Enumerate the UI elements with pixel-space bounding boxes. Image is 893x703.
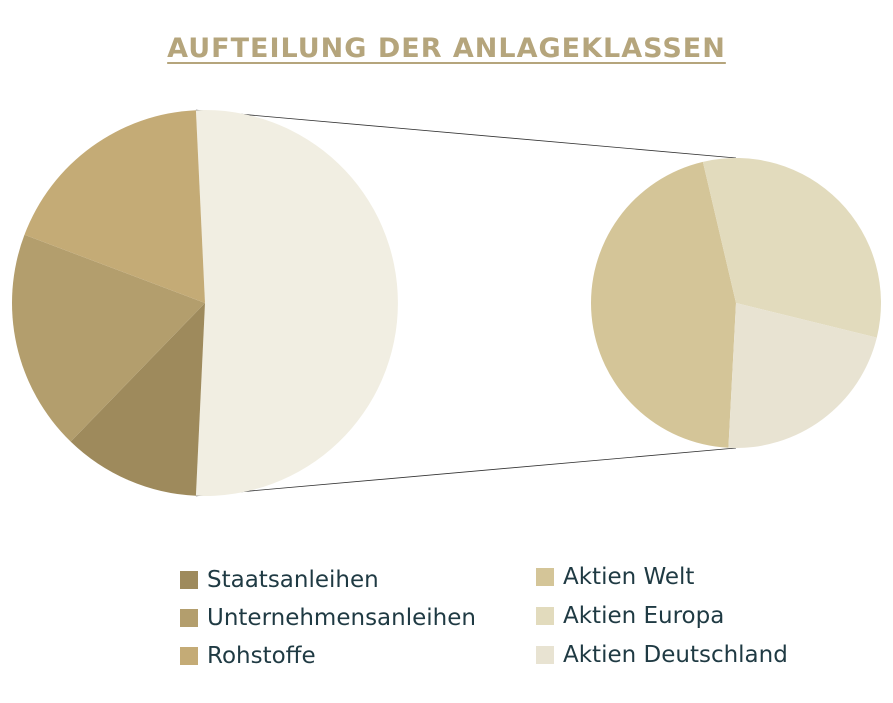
connector-line-bottom (195, 447, 737, 497)
pie-slice-aktien (195, 109, 398, 497)
pie-slice-aktien-deutschland (728, 303, 877, 448)
detail-pie (591, 158, 881, 448)
connector-lines (195, 109, 737, 497)
main-pie (12, 109, 398, 497)
pie-slice-aktien-europa (702, 158, 881, 338)
pie-slice-aktien-welt (591, 161, 736, 448)
connector-line-top (195, 109, 737, 159)
pie-slice-rohstoffe (24, 110, 206, 304)
pie-slice-unternehmensanleihen (12, 234, 206, 442)
pie-slice-staatsanleihen (70, 303, 205, 496)
chart-title: AUFTEILUNG DER ANLAGEKLASSEN (167, 33, 726, 64)
